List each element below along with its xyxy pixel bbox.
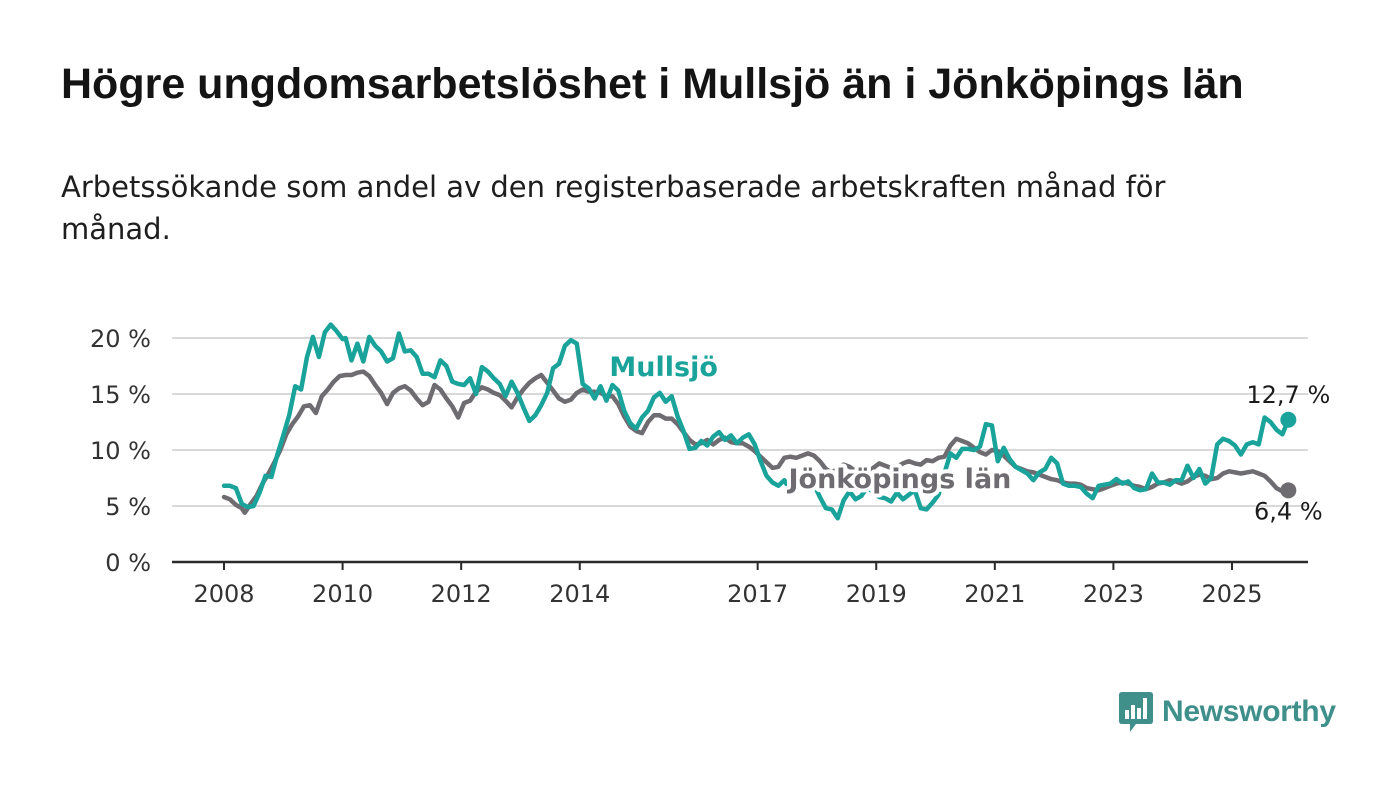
bar-chart-speech-bubble-icon: [1119, 692, 1153, 732]
end-markers: 6,4 % 12,7 %: [1246, 381, 1330, 526]
end-point-marker: [1280, 482, 1297, 499]
x-tick-label: 2017: [727, 580, 788, 608]
x-tick-label: 2012: [431, 580, 492, 608]
y-tick-label: 5 %: [105, 493, 151, 521]
end-value-label: 12,7 %: [1246, 381, 1330, 409]
series-label: Jönköpings län: [786, 464, 1011, 495]
x-tick-label: 2010: [312, 580, 373, 608]
y-tick-label: 15 %: [90, 381, 151, 409]
y-tick-label: 10 %: [90, 437, 151, 465]
series-label: Mullsjö: [609, 352, 717, 383]
series-line-jonkopings-lan: [221, 369, 1291, 515]
newsworthy-logo: Newsworthy: [1118, 690, 1336, 734]
y-axis: 0 % 5 % 10 % 15 % 20 %: [90, 325, 151, 577]
series-line-mullsjo: [221, 322, 1291, 521]
y-tick-label: 0 %: [105, 549, 151, 577]
chart-subtitle: Arbetssökande som andel av den registerb…: [61, 170, 1166, 246]
x-tick-label: 2008: [193, 580, 254, 608]
chart-title: Högre ungdomsarbetslöshet i Mullsjö än i…: [61, 60, 1244, 108]
x-tick-label: 2019: [846, 580, 907, 608]
gridlines: [172, 337, 1308, 507]
x-tick-label: 2014: [549, 580, 610, 608]
end-value-label: 6,4 %: [1254, 497, 1323, 525]
end-point-marker: [1280, 411, 1297, 428]
x-axis: 2008 2010 2012 2014 2017 2019 2021 2023 2025: [172, 560, 1308, 608]
x-tick-label: 2021: [964, 580, 1025, 608]
x-tick-label: 2025: [1201, 580, 1262, 608]
series-lines: [221, 322, 1291, 521]
logo-wordmark: Newsworthy: [1162, 695, 1336, 728]
x-tick-label: 2023: [1083, 580, 1144, 608]
series-labels: Mullsjö Jönköpings län: [605, 348, 1015, 499]
y-tick-label: 20 %: [90, 325, 151, 353]
line-chart: 0 %5 %10 %15 %20 % 2008 2010 2012 2014 2017 2…: [90, 322, 1330, 608]
